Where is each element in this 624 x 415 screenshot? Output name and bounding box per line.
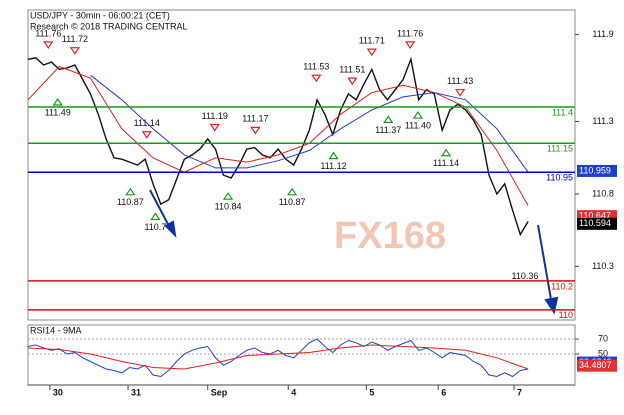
chart-title: USD/JPY - 30min - 06:00:21 (CET)	[30, 10, 170, 20]
level-label: 111.4	[552, 107, 573, 117]
y-tick-label: 110.3	[592, 261, 614, 271]
arrow	[537, 224, 553, 306]
annotation-label: 111.53	[303, 62, 329, 72]
last-value-box	[577, 164, 617, 177]
high-marker	[69, 47, 81, 55]
arrow	[149, 189, 171, 229]
x-tick-label: 5	[369, 387, 374, 397]
high-marker	[141, 131, 152, 139]
low-marker	[328, 151, 339, 160]
annotation-label: 111.40	[405, 120, 431, 130]
rsi-title: RSI14 - 9MA	[30, 325, 82, 335]
y-tick-label: 111.3	[592, 116, 613, 126]
main-frame	[27, 9, 576, 321]
last-value-box	[577, 359, 617, 372]
level-label: 110.2	[551, 281, 573, 291]
annotation-label: 111.51	[339, 64, 365, 74]
watermark: FX168	[334, 215, 446, 257]
annotation-label: 111.19	[202, 111, 228, 121]
x-tick-label: Sep	[211, 387, 228, 397]
y-tick-label: 110.8	[592, 188, 614, 198]
x-tick-label: 6	[441, 387, 446, 397]
x-tick-label: 7	[517, 387, 522, 397]
annotation-label: 111.71	[359, 36, 385, 46]
high-marker	[311, 74, 322, 83]
high-marker	[404, 41, 416, 49]
y-tick-label: 50	[598, 348, 608, 358]
annotation-label: 111.14	[433, 158, 459, 168]
chart-subtitle: Research © 2018 TRADING CENTRAL	[30, 21, 188, 31]
annotation-label: 111.49	[45, 107, 71, 117]
x-tick-label: 31	[131, 387, 141, 397]
forecast-arrows	[149, 189, 559, 315]
last-value-label: 110.647	[579, 211, 611, 221]
low-marker	[383, 115, 394, 124]
annotation-label: 111.76	[397, 28, 423, 38]
last-value-label: 34.4807	[579, 360, 612, 370]
last-value-label: 110.594	[579, 218, 611, 228]
low-marker	[222, 192, 234, 200]
annotation-label: 111.14	[134, 118, 160, 128]
series-line	[90, 74, 529, 173]
level-label: 110	[559, 310, 573, 320]
low-marker	[150, 212, 161, 221]
series-line	[27, 344, 529, 370]
annotation-label: 110.7	[144, 222, 166, 232]
annotation-label: 111.17	[242, 114, 268, 124]
low-marker	[125, 187, 136, 196]
low-marker	[412, 110, 424, 119]
high-marker	[43, 41, 54, 49]
level-label: 111.15	[547, 144, 573, 154]
series-line	[27, 56, 529, 237]
high-marker	[250, 126, 261, 135]
annotation-label: 110.87	[279, 197, 306, 207]
x-tick-label: 4	[291, 387, 296, 397]
series-line	[27, 338, 529, 378]
annotation-label: 111.72	[62, 34, 88, 44]
low-marker	[440, 148, 452, 157]
low-marker	[287, 187, 298, 196]
arrow-head	[544, 296, 559, 315]
annotation-label: 111.37	[375, 125, 401, 135]
arrow-head	[164, 220, 177, 238]
high-marker	[366, 48, 377, 57]
level-label: 110.95	[546, 173, 573, 183]
high-marker	[347, 77, 358, 86]
y-tick-label: 111.9	[592, 29, 613, 39]
last-value-box	[577, 217, 617, 230]
series-line	[27, 65, 529, 206]
low-marker	[52, 97, 63, 106]
annotation-label: 110.87	[117, 197, 144, 207]
annotation-label: 110.84	[215, 202, 242, 212]
annotation-label: 110.36	[512, 271, 539, 281]
high-marker	[209, 123, 220, 132]
x-tick-label: 30	[53, 387, 63, 397]
y-tick-label: 70	[598, 333, 608, 343]
annotation-label: 111.12	[320, 161, 346, 171]
annotation-label: 111.43	[447, 76, 473, 86]
high-marker	[455, 89, 466, 97]
annotation-label: 111.76	[35, 28, 61, 38]
last-value-label: 110.959	[579, 165, 611, 175]
